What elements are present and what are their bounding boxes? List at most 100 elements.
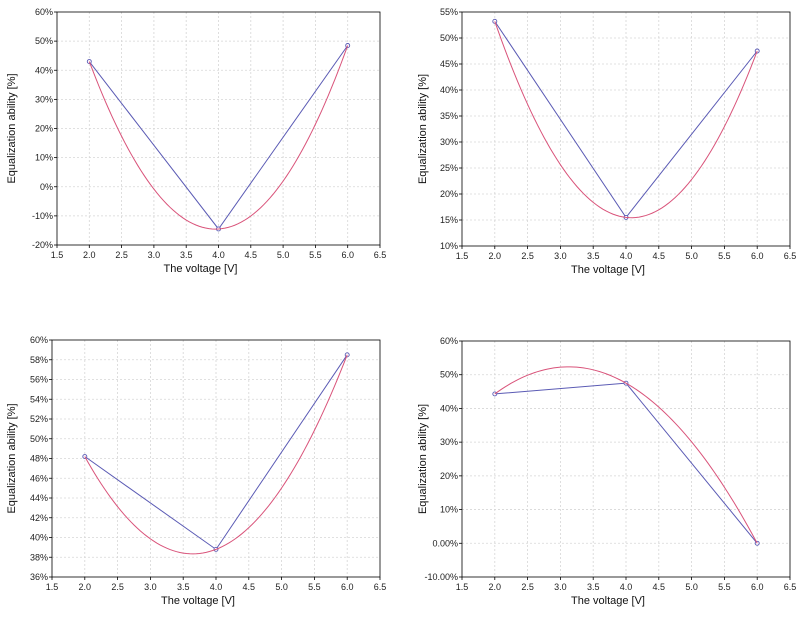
fit-curve [494,366,758,544]
y-tick-label: 60% [440,336,458,346]
x-axis-title: The voltage [V] [164,263,238,275]
x-tick-label: 1.5 [51,250,64,260]
y-tick-label: 44% [30,493,48,503]
y-tick-label: 50% [30,434,48,444]
x-tick-label: 3.5 [180,250,193,260]
y-tick-label: 40% [35,65,53,75]
x-tick-label: 5.0 [685,251,698,261]
y-tick-label: 15% [440,215,458,225]
y-tick-label: 54% [30,394,48,404]
x-tick-label: 1.5 [456,251,469,261]
plot-frame [461,340,791,578]
x-tick-label: 5.0 [275,582,288,592]
x-tick-label: 5.5 [718,582,731,592]
x-tick-label: 2.5 [521,582,534,592]
data-line [494,21,758,219]
x-tick-label: 3.0 [148,250,161,260]
fit-curve [88,45,349,230]
chart-panel-2: 1.5 2.0 2.5 3.0 3.5 4.0 4.5 5.0 5.5 6.0 6.5 10% 15% 2… [417,7,796,276]
x-tick-label: 4.5 [653,582,666,592]
x-tick-label: 5.5 [718,251,731,261]
x-tick-label: 3.0 [554,251,567,261]
y-tick-label: 38% [30,552,48,562]
y-tick-label: 58% [30,355,48,365]
y-tick-label: 40% [30,533,48,543]
x-tick-label: 3.5 [177,582,190,592]
y-tick-label: 55% [440,7,458,17]
chart-panel-3: 1.5 2.0 2.5 3.0 3.5 4.0 4.5 5.0 5.5 6.0 6.5 36% 38% 4… [6,335,386,607]
x-tick-label: 1.5 [46,582,59,592]
x-tick-label: 5.0 [277,250,290,260]
x-tick-label: 4.5 [243,582,256,592]
y-tick-label: 56% [30,375,48,385]
x-tick-label: 1.5 [456,582,469,592]
y-tick-label: 60% [30,335,48,345]
y-tick-label: 30% [440,437,458,447]
plot-frame [56,11,381,246]
plot-frame [51,339,381,578]
fit-curve [494,21,758,219]
y-tick-label: 46% [30,473,48,483]
x-tick-label: 6.0 [341,582,354,592]
y-tick-label: 25% [440,163,458,173]
x-tick-label: 3.0 [144,582,157,592]
y-tick-label: 60% [35,7,53,17]
y-tick-label: 50% [440,33,458,43]
y-tick-label: 48% [30,454,48,464]
y-tick-label: 10% [35,153,53,163]
x-tick-label: 4.0 [620,582,633,592]
fit-curve [84,354,348,555]
x-tick-label: 4.0 [210,582,223,592]
x-tick-label: 2.0 [489,582,502,592]
y-tick-label: 40% [440,85,458,95]
y-axis-title: Equalization ability [%] [417,404,429,514]
x-axis-title: The voltage [V] [161,595,235,607]
y-tick-label: 30% [35,94,53,104]
x-tick-label: 6.0 [341,250,354,260]
y-tick-label: -20% [32,240,53,250]
x-tick-label: 2.5 [521,251,534,261]
y-tick-label: -10% [32,211,53,221]
y-tick-label: 36% [30,572,48,582]
x-tick-label: 4.0 [212,250,225,260]
x-tick-label: 5.5 [309,250,322,260]
y-tick-label: 0% [40,182,53,192]
x-tick-label: 4.5 [653,251,666,261]
y-tick-label: 10% [440,505,458,515]
y-tick-label: 20% [440,471,458,481]
x-tick-label: 2.5 [111,582,124,592]
y-tick-label: -10.00% [424,572,458,582]
y-tick-label: 30% [440,137,458,147]
y-axis-title: Equalization ability [%] [6,403,18,513]
x-tick-label: 2.0 [83,250,96,260]
data-line [494,382,758,544]
x-tick-label: 5.5 [308,582,321,592]
y-tick-label: 20% [35,124,53,134]
y-tick-label: 50% [440,370,458,380]
y-tick-label: 10% [440,241,458,251]
y-tick-label: 42% [30,513,48,523]
x-tick-label: 6.5 [374,250,387,260]
x-tick-label: 3.5 [587,582,600,592]
plot-frame [461,11,791,247]
y-tick-label: 35% [440,111,458,121]
x-tick-label: 3.5 [587,251,600,261]
x-tick-label: 2.0 [489,251,502,261]
x-tick-label: 6.5 [374,582,387,592]
x-tick-label: 4.0 [620,251,633,261]
x-tick-label: 2.0 [79,582,92,592]
x-tick-label: 5.0 [685,582,698,592]
x-tick-label: 6.0 [751,251,764,261]
x-tick-label: 4.5 [245,250,258,260]
y-axis-title: Equalization ability [%] [417,74,429,184]
y-tick-label: 45% [440,59,458,69]
x-tick-label: 3.0 [554,582,567,592]
x-axis-title: The voltage [V] [571,595,645,607]
x-tick-label: 6.0 [751,582,764,592]
y-tick-label: 0.00% [432,538,458,548]
y-tick-label: 52% [30,414,48,424]
x-tick-label: 2.5 [115,250,128,260]
chart-panel-4: 1.5 2.0 2.5 3.0 3.5 4.0 4.5 5.0 5.5 6.0 6.5 -10.00%… [417,336,796,607]
x-tick-label: 6.5 [784,251,797,261]
